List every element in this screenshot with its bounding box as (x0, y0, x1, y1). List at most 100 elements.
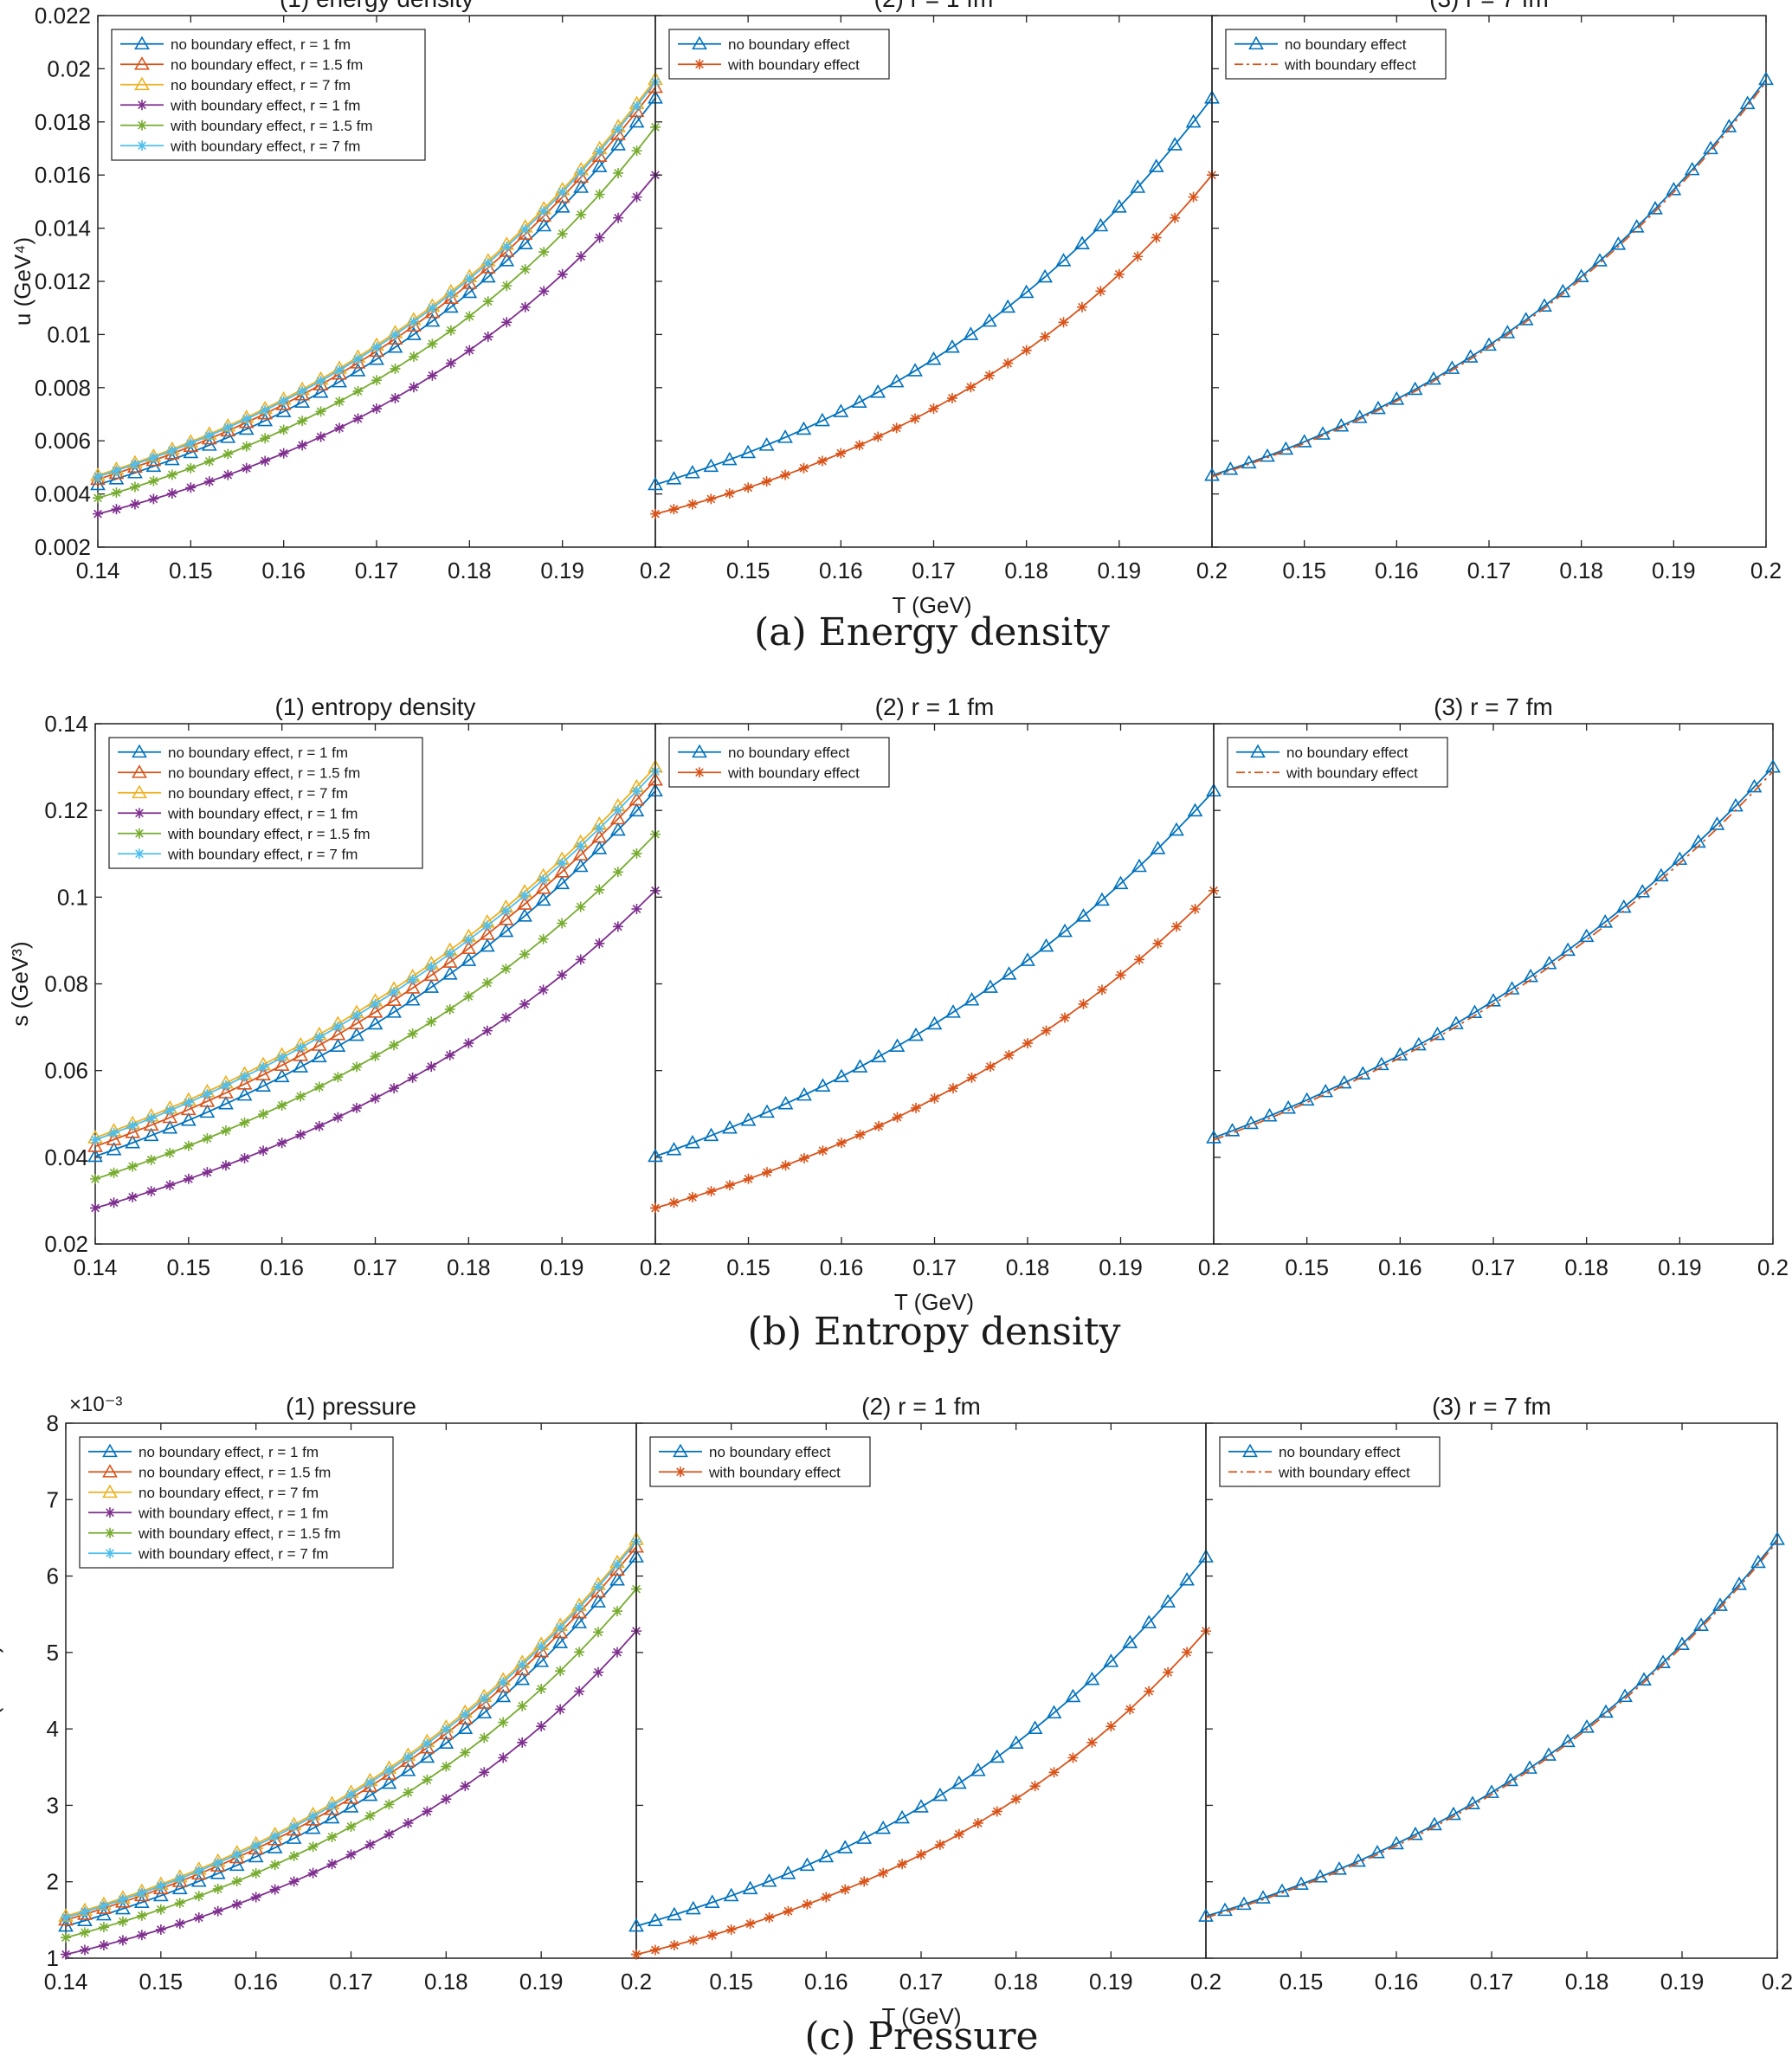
data-point (666, 1906, 682, 1921)
x-tick-label: 0.2 (1198, 1254, 1229, 1280)
data-point (79, 1944, 90, 1956)
chart-3: 1 2 3 4 5 6 7 8 ×10⁻³ P (GeV⁴) T (GeV)(c) Pressure… (0, 1393, 1792, 2059)
data-point (743, 1173, 754, 1184)
data-point (1555, 283, 1571, 298)
series-line (635, 1630, 1207, 1956)
data-point (315, 406, 326, 417)
x-tick-label: 0.16 (260, 1254, 304, 1280)
data-point (538, 874, 549, 886)
data-point (386, 1004, 402, 1018)
legend-box (668, 737, 890, 788)
series-line (654, 174, 1213, 515)
data-point (482, 296, 493, 307)
data-point (422, 1774, 433, 1785)
data-point (554, 199, 570, 213)
series-2 (58, 1538, 644, 1926)
data-point (1144, 1685, 1155, 1697)
legend: no boundary effect, r = 1 fm no boundary … (111, 29, 426, 161)
x-tick-label: 0.18 (1004, 558, 1048, 583)
data-point (555, 1666, 566, 1677)
series-2 (650, 170, 1217, 519)
data-point (888, 373, 905, 388)
data-point (364, 1810, 376, 1821)
x-tick-label: 0.2 (1190, 1969, 1222, 1995)
series-line (635, 1556, 1207, 1927)
data-point (1115, 970, 1126, 981)
data-point (725, 1924, 737, 1935)
data-point (1731, 1576, 1747, 1590)
data-point (593, 1627, 604, 1638)
data-point (241, 414, 252, 425)
data-point (761, 476, 772, 487)
data-point (953, 1828, 964, 1840)
data-point (387, 338, 403, 353)
data-point (444, 948, 455, 959)
x-tick-label: 0.15 (1280, 1969, 1324, 1995)
data-point (834, 1068, 849, 1083)
data-point (613, 167, 624, 178)
x-tick-label: 0.18 (447, 1254, 491, 1280)
data-point (1003, 1049, 1015, 1060)
data-point (628, 802, 645, 817)
data-point (326, 1859, 338, 1870)
data-point (1131, 858, 1147, 873)
data-point (594, 938, 605, 949)
data-point (330, 1038, 346, 1052)
data-point (871, 1048, 886, 1063)
data-point (426, 1016, 437, 1028)
data-point (422, 1806, 433, 1817)
data-point (631, 145, 642, 157)
data-point (1132, 251, 1144, 262)
data-point (269, 1860, 280, 1871)
data-point (989, 1749, 1005, 1763)
panel-frame (1205, 1422, 1778, 1959)
series-line (1211, 79, 1767, 476)
x-tick-label: 0.19 (1098, 558, 1142, 583)
data-point (1067, 1752, 1079, 1763)
data-point (575, 954, 586, 965)
data-point (687, 1935, 699, 1946)
x-tick-label: 0.17 (912, 558, 956, 583)
data-point (1010, 1794, 1022, 1805)
data-point (231, 1876, 242, 1887)
data-point (590, 1594, 606, 1608)
y-tick-label: 0.02 (47, 55, 91, 81)
legend-label: no boundary effect (1285, 36, 1407, 53)
data-point (1152, 938, 1164, 949)
data-point (722, 1119, 738, 1134)
data-point (572, 847, 589, 860)
series-4 (90, 885, 661, 1214)
data-point (1578, 928, 1595, 943)
data-point (297, 385, 308, 396)
data-point (1610, 236, 1627, 250)
data-point (684, 465, 700, 479)
data-point (873, 1120, 884, 1131)
y-tick-label: 0.004 (35, 481, 91, 507)
data-point (928, 403, 939, 415)
legend-label: no boundary effect, r = 1 fm (168, 744, 348, 761)
data-point (1597, 914, 1614, 928)
series-1 (628, 1549, 1214, 1932)
legend-label: with boundary effect (727, 56, 860, 73)
data-point (408, 351, 419, 362)
data-point (1086, 1737, 1098, 1748)
data-point (519, 890, 531, 901)
data-point (481, 920, 493, 931)
data-point (1465, 1795, 1480, 1809)
data-point (743, 482, 754, 493)
legend-marker (102, 1464, 118, 1478)
data-point (1503, 1772, 1518, 1787)
y-tick-label: 4 (47, 1716, 59, 1742)
legend: no boundary effect, r = 1 fm no boundary … (108, 737, 423, 869)
data-point (248, 1848, 264, 1863)
data-point (1466, 1004, 1483, 1019)
data-point (241, 441, 252, 452)
legend-box (649, 1436, 871, 1487)
data-point (594, 232, 605, 243)
data-point (929, 1093, 940, 1104)
x-tick-label: 0.14 (44, 1969, 88, 1995)
data-point (1055, 253, 1072, 267)
legend-marker (1250, 744, 1266, 758)
data-point (1187, 802, 1203, 817)
data-point (352, 385, 364, 396)
